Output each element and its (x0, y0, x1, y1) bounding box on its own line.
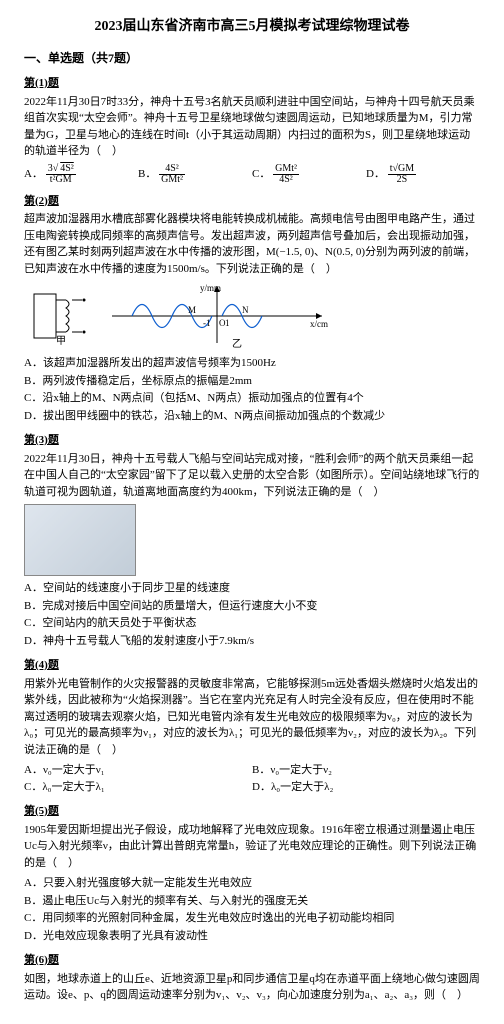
q1-a-pre: A． (24, 168, 43, 180)
q4-choice-a: A．ν₀一定大于ν₁ (24, 762, 252, 779)
label-x: x/cm (310, 319, 328, 329)
q4-choice-c: C．λ₀一定大于λ₁ (24, 779, 252, 796)
label-p1: 1 (225, 318, 230, 328)
q1-a-num: 4S² (58, 163, 74, 174)
label-jia: 甲 (56, 336, 66, 346)
q1-a-frac: 3√4S² t²GM (46, 164, 76, 185)
q1-a-den: t²GM (46, 175, 76, 185)
q2-figures: 甲 y/mm x/cm M N -1 1 O 乙 (24, 281, 480, 351)
q6-head: 第(6)题 (24, 952, 480, 969)
q2-body: 超声波加湿器用水槽底部雾化器模块将电能转换成机械能。高频电信号由图甲电路产生，通… (24, 211, 480, 277)
q5-options: A．只要入射光强度够大就一定能发生光电效应 B．遏止电压Uc与入射光的频率有关、… (24, 875, 480, 944)
q1-body: 2022年11月30日7时33分，神舟十五号3名航天员顺利进驻中国空间站，与神舟… (24, 94, 480, 160)
q1-c-den: 4S² (273, 175, 299, 185)
q1-d-frac: t√GM 2S (388, 164, 416, 185)
q3-body: 2022年11月30日，神舟十五号载人飞船与空间站完成对接，“胜利会师”的两个航… (24, 451, 480, 501)
q3-opt-c: C．空间站内的航天员处于平衡状态 (24, 615, 480, 632)
q1-head: 第(1)题 (24, 75, 480, 92)
page-title: 2023届山东省济南市高三5月模拟考试理综物理试卷 (24, 16, 480, 37)
q2-opt-b: B．两列波传播稳定后，坐标原点的振幅是2mm (24, 373, 480, 390)
q1-a-root: 3 (48, 163, 53, 174)
q1-b-num: 4S² (159, 164, 185, 175)
q2-opt-a: A．该超声加湿器所发出的超声波信号频率为1500Hz (24, 355, 480, 372)
q1-b-frac: 4S² GMt² (159, 164, 185, 185)
circuit-diagram-jia: 甲 (24, 286, 94, 346)
q4-choice-b: B．ν₀一定大于ν₂ (252, 762, 480, 779)
q2-head: 第(2)题 (24, 193, 480, 210)
label-y: y/mm (200, 283, 221, 293)
q3-opt-a: A．空间站的线速度小于同步卫星的线速度 (24, 580, 480, 597)
q1-choices: A． 3√4S² t²GM B． 4S² GMt² C． GMt² 4S² D．… (24, 164, 480, 185)
q1-d-pre: D． (366, 168, 385, 180)
q3-head: 第(3)题 (24, 432, 480, 449)
q2-opt-c: C．沿x轴上的M、N两点间（包括M、N两点）振动加强点的位置有4个 (24, 390, 480, 407)
q2-options: A．该超声加湿器所发出的超声波信号频率为1500Hz B．两列波传播稳定后，坐标… (24, 355, 480, 424)
q1-choice-c: C． GMt² 4S² (252, 164, 366, 185)
label-O: O (219, 318, 226, 328)
q5-opt-c: C．用同频率的光照射同种金属，发生光电效应时逸出的光电子初动能均相同 (24, 910, 480, 927)
q5-head: 第(5)题 (24, 803, 480, 820)
q1-c-pre: C． (252, 168, 270, 180)
q1-c-num: GMt² (273, 164, 299, 175)
section-header: 一、单选题（共7题） (24, 49, 480, 67)
q3-figure-row (24, 504, 480, 576)
q5-body: 1905年爱因斯坦提出光子假设，成功地解释了光电效应现象。1916年密立根通过测… (24, 822, 480, 872)
astronaut-photo-placeholder (24, 504, 136, 576)
q5-opt-a: A．只要入射光强度够大就一定能发生光电效应 (24, 875, 480, 892)
q3-opt-b: B．完成对接后中国空间站的质量增大，但运行速度大小不变 (24, 598, 480, 615)
q4-head: 第(4)题 (24, 657, 480, 674)
label-m1: -1 (203, 318, 211, 328)
q1-b-den: GMt² (159, 175, 185, 185)
q1-c-frac: GMt² 4S² (273, 164, 299, 185)
q4-choice-d: D．λ₀一定大于λ₂ (252, 779, 480, 796)
q1-d-num: t√GM (388, 164, 416, 175)
wave-diagram-yi: y/mm x/cm M N -1 1 O 乙 (102, 281, 332, 351)
q4-choices: A．ν₀一定大于ν₁ B．ν₀一定大于ν₂ C．λ₀一定大于λ₁ D．λ₀一定大… (24, 762, 480, 795)
q3-options: A．空间站的线速度小于同步卫星的线速度 B．完成对接后中国空间站的质量增大，但运… (24, 580, 480, 649)
q3-opt-d: D．神舟十五号载人飞船的发射速度小于7.9km/s (24, 633, 480, 650)
label-M: M (188, 305, 196, 315)
q2-opt-d: D．拔出图甲线圈中的铁芯，沿x轴上的M、N两点间振动加强点的个数减少 (24, 408, 480, 425)
q1-d-den: 2S (388, 175, 416, 185)
q1-choice-d: D． t√GM 2S (366, 164, 480, 185)
q5-opt-b: B．遏止电压Uc与入射光的频率有关、与入射光的强度无关 (24, 893, 480, 910)
q6-body: 如图，地球赤道上的山丘e、近地资源卫星p和同步通信卫星q均在赤道平面上绕地心做匀… (24, 971, 480, 1004)
q1-choice-a: A． 3√4S² t²GM (24, 164, 138, 185)
label-N: N (242, 305, 249, 315)
q5-opt-d: D．光电效应现象表明了光具有波动性 (24, 928, 480, 945)
label-yi: 乙 (232, 338, 242, 350)
q1-choice-b: B． 4S² GMt² (138, 164, 252, 185)
q4-body: 用紫外光电管制作的火灾报警器的灵敏度非常高，它能够探测5m远处香烟头燃烧时火焰发… (24, 676, 480, 759)
q1-b-pre: B． (138, 168, 156, 180)
